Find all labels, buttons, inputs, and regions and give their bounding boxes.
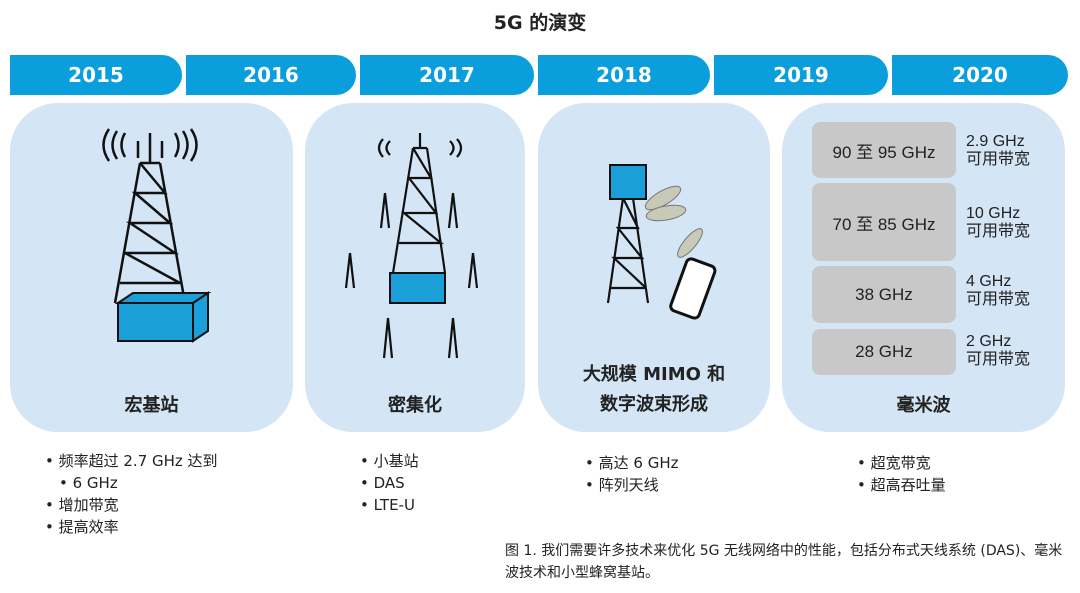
year-2017: 2017 xyxy=(360,55,534,95)
mimo-bullets: 高达 6 GHz 阵列天线 xyxy=(585,452,679,496)
bandwidth: 2 GHz 可用带宽 xyxy=(966,333,1031,368)
diagram-title: 5G 的演变 xyxy=(493,12,587,34)
year-2020: 2020 xyxy=(892,55,1068,95)
card-label: 密集化 xyxy=(388,395,442,416)
label-line: 大规模 MIMO 和 xyxy=(582,364,726,385)
band-box: 70 至 85 GHz xyxy=(812,183,956,261)
card-massive-mimo: 大规模 MIMO 和 数字波束形成 xyxy=(538,103,770,432)
macro-tower-icon xyxy=(102,128,212,343)
small-cells-icon xyxy=(344,133,479,359)
bullet: 增加带宽 xyxy=(45,494,218,516)
bullet: 小基站 xyxy=(360,450,419,472)
bullet: 超高吞吐量 xyxy=(857,474,946,496)
card-densification: 密集化 xyxy=(305,103,525,432)
bullet-cont: 6 GHz xyxy=(45,472,218,494)
card-macro-cell: 宏基站 xyxy=(10,103,293,432)
mmwave-bullets: 超宽带宽 超高吞吐量 xyxy=(857,452,946,496)
card-mmwave: 90 至 95 GHz 2.9 GHz 可用带宽 70 至 85 GHz 10 G… xyxy=(782,103,1065,432)
bullet: 超宽带宽 xyxy=(857,452,946,474)
bullet: 阵列天线 xyxy=(585,474,678,496)
label-line: 数字波束形成 xyxy=(600,394,708,415)
band-box: 38 GHz xyxy=(812,266,956,323)
card-label: 毫米波 xyxy=(896,395,951,416)
bullet: 提高效率 xyxy=(45,516,218,538)
bullet: DAS xyxy=(360,472,419,494)
bandwidth: 2.9 GHz 可用带宽 xyxy=(966,133,1031,168)
bandwidth: 10 GHz 可用带宽 xyxy=(966,205,1031,240)
mimo-tower-icon xyxy=(606,164,717,320)
year-2018: 2018 xyxy=(538,55,710,95)
densification-bullets: 小基站 DAS LTE-U xyxy=(360,450,419,516)
bullet: 高达 6 GHz xyxy=(585,452,679,474)
card-label: 宏基站 xyxy=(124,395,179,416)
bullet: LTE-U xyxy=(360,494,419,516)
figure-caption: 图 1. 我们需要许多技术来优化 5G 无线网络中的性能，包括分布式天线系统 (… xyxy=(505,543,1063,581)
band-box: 90 至 95 GHz xyxy=(812,122,956,178)
year-2019: 2019 xyxy=(714,55,888,95)
year-2015: 2015 xyxy=(10,55,182,95)
card-label: 大规模 MIMO 和 数字波束形成 xyxy=(538,360,770,420)
macro-bullets: 频率超过 2.7 GHz 达到 6 GHz 增加带宽 提高效率 xyxy=(45,450,218,538)
bandwidth: 4 GHz 可用带宽 xyxy=(966,273,1031,308)
bullet: 频率超过 2.7 GHz 达到 xyxy=(45,450,218,472)
year-2016: 2016 xyxy=(186,55,356,95)
band-box: 28 GHz xyxy=(812,329,956,375)
